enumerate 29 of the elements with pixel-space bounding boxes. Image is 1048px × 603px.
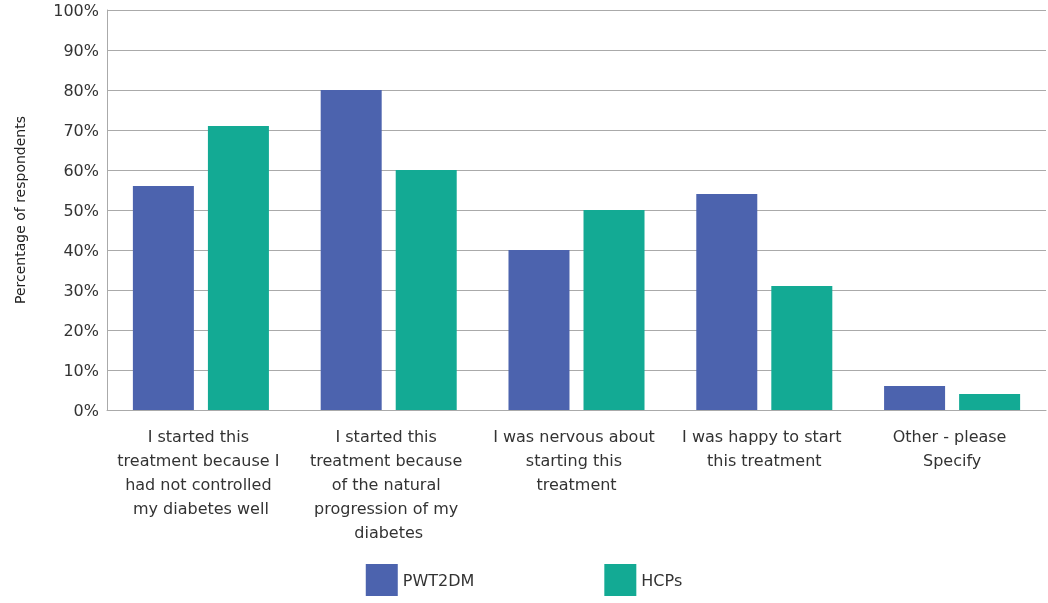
x-tick-label: I was happy to start this treatment	[682, 426, 847, 470]
x-tick-label: I started this treatment because I had not controlled my diabetes well	[117, 426, 285, 518]
bar	[395, 170, 457, 410]
y-tick-label: 30%	[63, 280, 99, 300]
y-tick-label: 70%	[63, 120, 99, 140]
y-axis-title: Percentage of respondents	[12, 116, 28, 304]
bar	[320, 90, 382, 410]
x-tick-label: I was nervous about starting this treatment	[493, 426, 660, 494]
bar	[696, 194, 758, 410]
x-tick-label: I started this treatment because of the natural progression of my diabetes	[310, 426, 468, 542]
y-tick-label: 60%	[63, 160, 99, 180]
bar	[132, 186, 194, 410]
y-tick-label: 90%	[63, 40, 99, 60]
bar	[959, 394, 1021, 410]
y-tick-label: 20%	[63, 320, 99, 340]
y-tick-label: 40%	[63, 240, 99, 260]
y-tick-label: 50%	[63, 200, 99, 220]
x-tick-label: Other - please Specify	[892, 426, 1012, 470]
bar	[771, 286, 833, 410]
y-tick-label: 10%	[63, 360, 99, 380]
bar	[508, 250, 570, 410]
bar	[884, 386, 946, 410]
bar	[583, 210, 645, 410]
y-tick-label: 80%	[63, 80, 99, 100]
legend-label: HCPs	[641, 570, 683, 590]
y-tick-label: 100%	[53, 0, 99, 20]
y-tick-label: 0%	[73, 400, 99, 420]
bar	[207, 126, 269, 410]
legend-label: PWT2DM	[402, 570, 475, 590]
